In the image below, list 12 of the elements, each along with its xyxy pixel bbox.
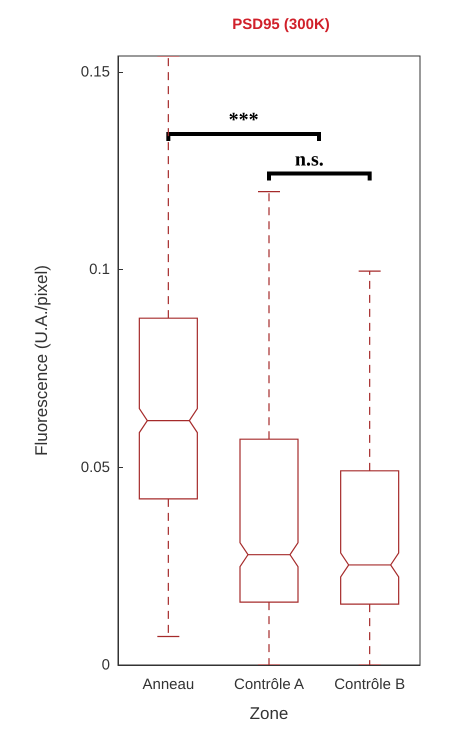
annotation: *** [228,108,259,131]
y-tick-label: 0.1 [89,261,110,278]
y-axis-title: Fluorescence (U.A./pixel) [32,265,51,456]
y-tick-label: 0.15 [80,63,110,80]
x-axis-title: Zone [250,704,288,723]
chart-title: PSD95 (300K) [232,16,330,33]
x-tick-label: Anneau [142,676,194,693]
annotation: n.s. [294,148,324,171]
y-tick-label: 0 [102,656,110,674]
x-tick-label: Contrôle B [334,676,406,693]
y-tick-label: 0.05 [80,458,110,476]
x-tick-label: Contrôle A [234,676,304,693]
